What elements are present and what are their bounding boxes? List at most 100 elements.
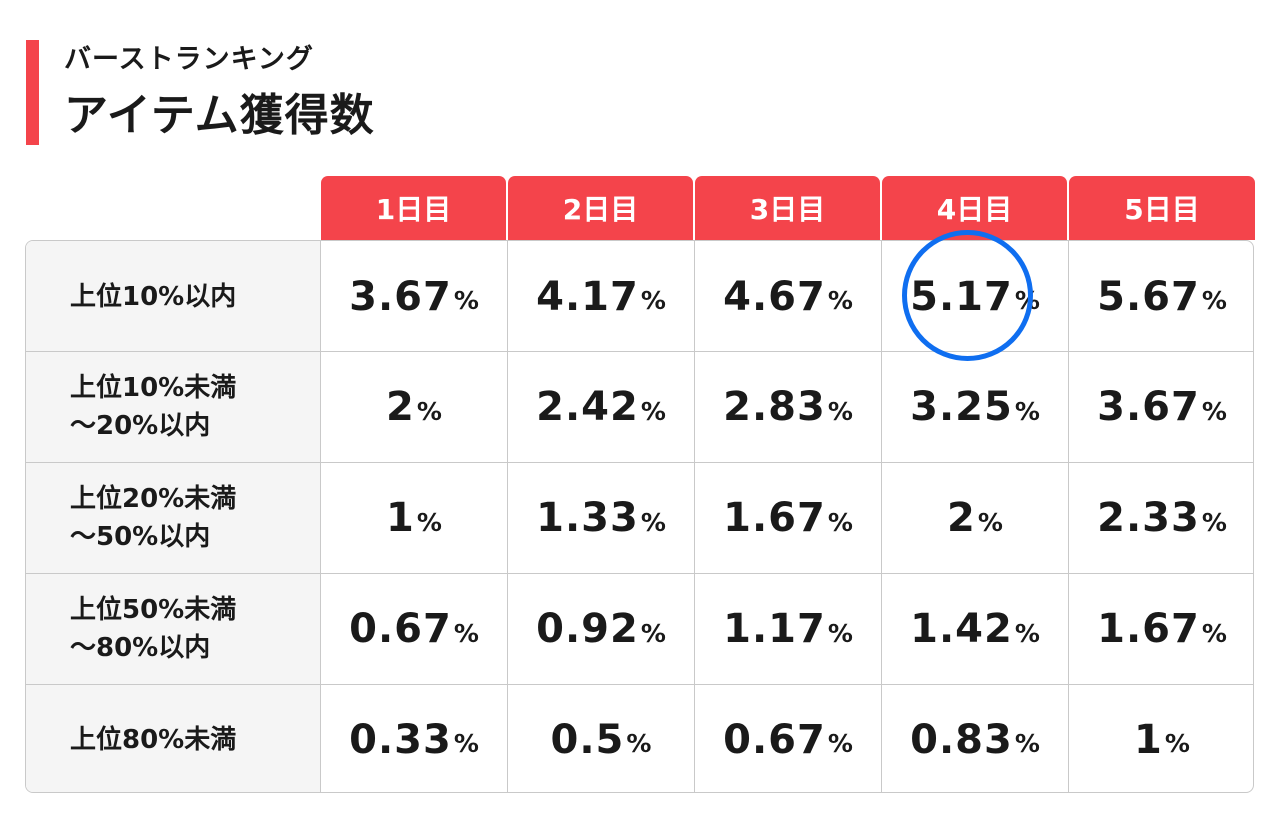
percent-unit: %: [453, 618, 479, 648]
page-subtitle: バーストランキング: [64, 44, 314, 75]
value-cell: 0.83%: [882, 685, 1069, 792]
table-row: 上位20%未満 ～50%以内 1% 1.33% 1.67% 2% 2.33%: [26, 462, 1253, 573]
percent-unit: %: [640, 286, 666, 315]
percent-unit: %: [640, 507, 666, 537]
value-number: 2: [386, 384, 415, 430]
value-cell: 0.33%: [321, 685, 508, 792]
value-cell: 4.17%: [508, 241, 695, 352]
value-number: 4.67: [723, 273, 826, 320]
value-cell: 2.83%: [695, 352, 882, 462]
value-cell: 2%: [882, 463, 1069, 573]
value-number: 0.92: [536, 606, 639, 652]
row-label-cell: 上位10%未満 ～20%以内: [26, 352, 321, 462]
column-header-day-4: 4日目: [882, 176, 1067, 240]
value-cell: 1%: [321, 463, 508, 573]
percent-unit: %: [827, 618, 853, 648]
value-number: 2.42: [536, 384, 639, 430]
percent-unit: %: [1014, 729, 1040, 758]
percent-unit: %: [416, 396, 442, 426]
value-number: 1: [386, 495, 415, 541]
value-cell: 1.17%: [695, 574, 882, 684]
percent-unit: %: [1201, 507, 1227, 537]
percent-unit: %: [626, 729, 652, 758]
value-number: 1.17: [723, 606, 826, 652]
value-number: 2: [947, 495, 976, 541]
value-cell: 0.92%: [508, 574, 695, 684]
percent-unit: %: [977, 507, 1003, 537]
value-number: 3.25: [910, 384, 1013, 430]
title-accent-bar: [26, 40, 39, 145]
value-number: 0.33: [349, 716, 452, 763]
value-cell: 0.5%: [508, 685, 695, 792]
percent-unit: %: [416, 507, 442, 537]
table-row: 上位50%未満 ～80%以内 0.67% 0.92% 1.17% 1.42% 1…: [26, 573, 1253, 684]
row-label: 上位10%未満 ～20%以内: [70, 373, 237, 441]
percent-unit: %: [453, 729, 479, 758]
value-number: 1.42: [910, 606, 1013, 652]
percent-unit: %: [827, 396, 853, 426]
value-cell: 1%: [1069, 685, 1253, 792]
percent-unit: %: [1014, 396, 1040, 426]
percent-unit: %: [1164, 729, 1190, 758]
row-label: 上位80%未満: [70, 724, 237, 755]
percent-unit: %: [1201, 618, 1227, 648]
percent-unit: %: [640, 618, 666, 648]
value-cell: 2%: [321, 352, 508, 462]
row-label-cell: 上位80%未満: [26, 685, 321, 792]
percent-unit: %: [640, 396, 666, 426]
value-cell-highlighted: 5.17%: [882, 241, 1069, 352]
table-header-row: 1日目 2日目 3日目 4日目 5日目: [321, 176, 1255, 240]
percent-unit: %: [1201, 286, 1227, 315]
value-number: 4.17: [536, 273, 639, 320]
value-cell: 0.67%: [695, 685, 882, 792]
value-cell: 3.67%: [321, 241, 508, 352]
value-cell: 1.67%: [695, 463, 882, 573]
value-number: 2.33: [1097, 495, 1200, 541]
column-header-day-3: 3日目: [695, 176, 880, 240]
value-number: 3.67: [1097, 384, 1200, 430]
value-cell: 1.42%: [882, 574, 1069, 684]
column-header-day-1: 1日目: [321, 176, 506, 240]
value-number: 1.67: [723, 495, 826, 541]
page-title: アイテム獲得数: [64, 90, 375, 141]
row-label: 上位10%以内: [70, 281, 237, 312]
value-number: 0.67: [349, 606, 452, 652]
value-cell: 2.33%: [1069, 463, 1253, 573]
table-row: 上位10%未満 ～20%以内 2% 2.42% 2.83% 3.25% 3.67…: [26, 351, 1253, 462]
value-cell: 2.42%: [508, 352, 695, 462]
value-number: 0.83: [910, 716, 1013, 763]
value-cell: 5.67%: [1069, 241, 1253, 352]
value-number: 0.67: [723, 716, 826, 763]
value-cell: 4.67%: [695, 241, 882, 352]
percent-unit: %: [827, 507, 853, 537]
percent-unit: %: [1014, 618, 1040, 648]
value-cell: 1.67%: [1069, 574, 1253, 684]
row-label-cell: 上位10%以内: [26, 241, 321, 352]
value-number: 5.67: [1097, 273, 1200, 320]
value-number: 2.83: [723, 384, 826, 430]
column-header-day-2: 2日目: [508, 176, 693, 240]
table-row: 上位10%以内 3.67% 4.17% 4.67% 5.17% 5.67%: [26, 241, 1253, 352]
column-header-day-5: 5日目: [1069, 176, 1255, 240]
value-number: 3.67: [349, 273, 452, 320]
value-cell: 3.67%: [1069, 352, 1253, 462]
row-label-cell: 上位50%未満 ～80%以内: [26, 574, 321, 684]
percent-unit: %: [453, 286, 479, 315]
percent-unit: %: [827, 286, 853, 315]
percent-unit: %: [827, 729, 853, 758]
value-number: 1.67: [1097, 606, 1200, 652]
value-cell: 3.25%: [882, 352, 1069, 462]
value-number: 1.33: [536, 495, 639, 541]
value-number: 5.17: [910, 273, 1013, 320]
value-cell: 0.67%: [321, 574, 508, 684]
percent-unit: %: [1201, 396, 1227, 426]
value-number: 1: [1134, 716, 1163, 763]
percent-unit: %: [1014, 286, 1040, 315]
value-cell: 1.33%: [508, 463, 695, 573]
row-label-cell: 上位20%未満 ～50%以内: [26, 463, 321, 573]
value-number: 0.5: [550, 716, 625, 763]
ranking-table: 上位10%以内 3.67% 4.17% 4.67% 5.17% 5.67% 上位…: [25, 240, 1254, 793]
table-row: 上位80%未満 0.33% 0.5% 0.67% 0.83% 1%: [26, 684, 1253, 792]
row-label: 上位20%未満 ～50%以内: [70, 484, 237, 552]
row-label: 上位50%未満 ～80%以内: [70, 595, 237, 663]
